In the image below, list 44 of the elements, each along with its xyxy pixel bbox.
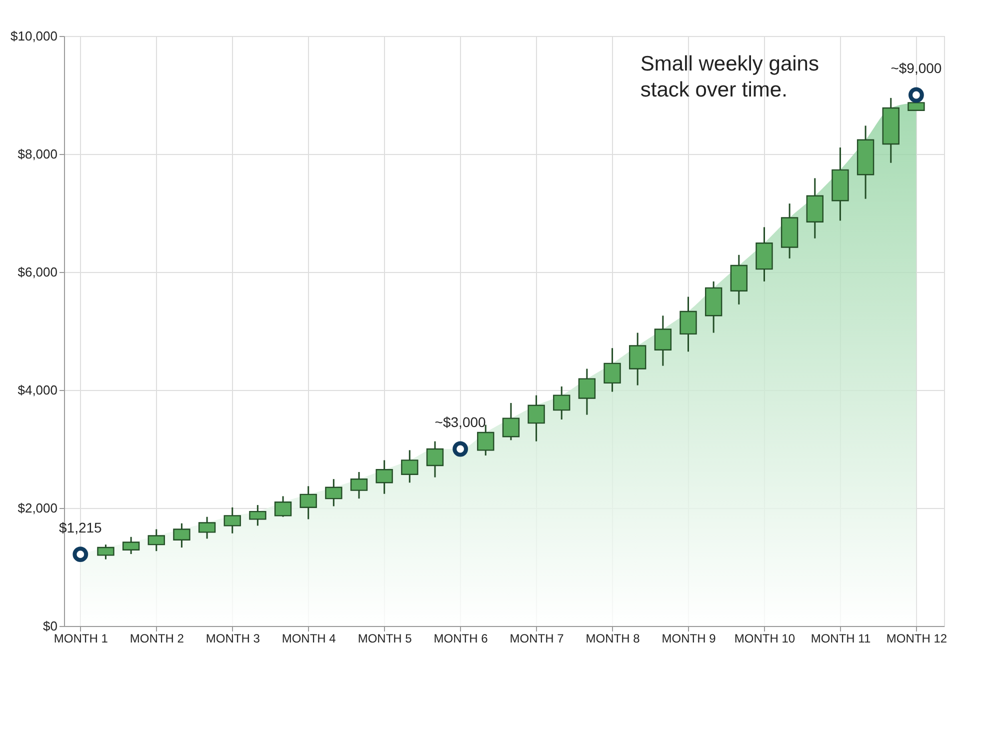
x-tick-label: MONTH 2 [130,632,184,646]
x-tick-label: MONTH 6 [434,632,488,646]
x-tick-label: MONTH 4 [282,632,336,646]
x-tick-label: MONTH 11 [810,632,871,646]
candlestick [401,449,418,484]
x-tick-label: MONTH 8 [586,632,640,646]
y-tick-label: $2,000 [18,500,58,516]
x-tick-label: MONTH 3 [206,632,260,646]
candlestick [578,368,596,416]
x-tick-label: MONTH 9 [662,632,716,646]
candlestick [553,386,570,420]
candlestick [325,478,342,507]
candlestick [350,471,368,500]
candlestick [376,459,393,495]
candlestick [426,440,444,478]
y-tick-label: $0 [43,618,58,634]
annotation: Small weekly gains stack over time. [640,52,819,102]
candlestick [629,332,646,386]
candlestick [198,516,216,540]
x-tick-label: MONTH 7 [510,632,564,646]
candlestick [274,495,292,518]
candlestick [502,402,520,441]
candlestick [173,522,190,548]
x-tick-label: MONTH 12 [886,632,948,646]
x-tick-label: MONTH 1 [54,632,108,646]
candlestick [528,394,545,442]
x-tick-label: MONTH 10 [734,632,796,646]
data-label: ~$9,000 [890,60,942,76]
y-tick-label: $4,000 [18,382,58,398]
candlestick [148,528,165,552]
y-tick-label: $6,000 [18,264,58,280]
candlestick [604,347,621,393]
candlestick [97,544,114,560]
data-label: $1,215 [58,519,102,536]
candlestick [122,536,140,555]
candlestick [249,504,266,526]
candlestick [654,314,672,367]
candlestick [680,296,697,352]
y-tick-label: $10,000 [10,28,58,44]
x-tick-label: MONTH 5 [358,632,412,646]
candlestick [224,506,241,534]
data-label: ~$3,000 [434,414,486,430]
y-tick-label: $8,000 [18,146,58,162]
candlestick [300,485,317,520]
